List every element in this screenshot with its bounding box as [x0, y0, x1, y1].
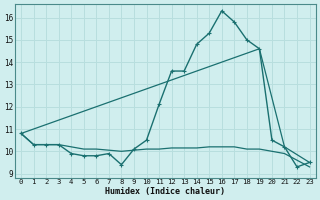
X-axis label: Humidex (Indice chaleur): Humidex (Indice chaleur)	[105, 187, 225, 196]
